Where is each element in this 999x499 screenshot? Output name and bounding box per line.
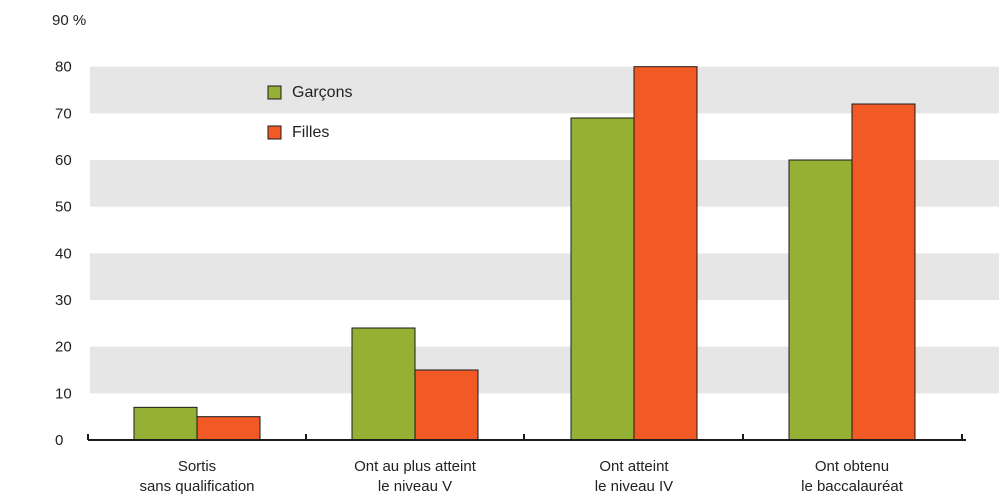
- legend-label: Garçons: [292, 84, 352, 101]
- y-tick-label: 10: [55, 385, 72, 402]
- y-tick-label: 30: [55, 292, 72, 309]
- category-label: Ont obtenu le baccalauréat: [801, 458, 904, 495]
- y-tick-label: 70: [55, 105, 72, 122]
- bar-garcons: [133, 406, 198, 441]
- bar-garcons: [351, 327, 416, 441]
- category-label: Ont au plus atteint le niveau V: [354, 458, 477, 495]
- bar-filles: [196, 416, 261, 441]
- y-tick-label: 60: [55, 152, 72, 169]
- legend-swatch: [267, 85, 282, 100]
- category-label: Ont atteint le niveau IV: [595, 458, 673, 495]
- bars: [133, 66, 916, 441]
- bar-garcons: [788, 159, 853, 441]
- y-tick-label: 0: [55, 432, 63, 449]
- grid-band: [90, 66, 999, 114]
- y-tick-label: 80: [55, 59, 72, 76]
- legend: Garçons Filles: [267, 84, 352, 141]
- y-tick-label: 20: [55, 339, 72, 356]
- y-tick-label: 90 %: [52, 12, 86, 29]
- y-tick-label: 40: [55, 245, 72, 262]
- legend-swatch: [267, 125, 282, 140]
- y-tick-label: 50: [55, 199, 72, 216]
- bar-garcons: [570, 117, 635, 441]
- legend-label: Filles: [292, 124, 329, 141]
- category-label: Sortis sans qualification: [139, 458, 254, 495]
- bar-filles: [633, 66, 698, 441]
- y-axis-tick-labels: 0 10 20 30 40 50 60 70 80 90 %: [52, 12, 86, 449]
- bar-filles: [414, 369, 479, 441]
- x-axis: Sortis sans qualification Ont au plus atte…: [87, 434, 966, 495]
- bar-filles: [851, 103, 916, 441]
